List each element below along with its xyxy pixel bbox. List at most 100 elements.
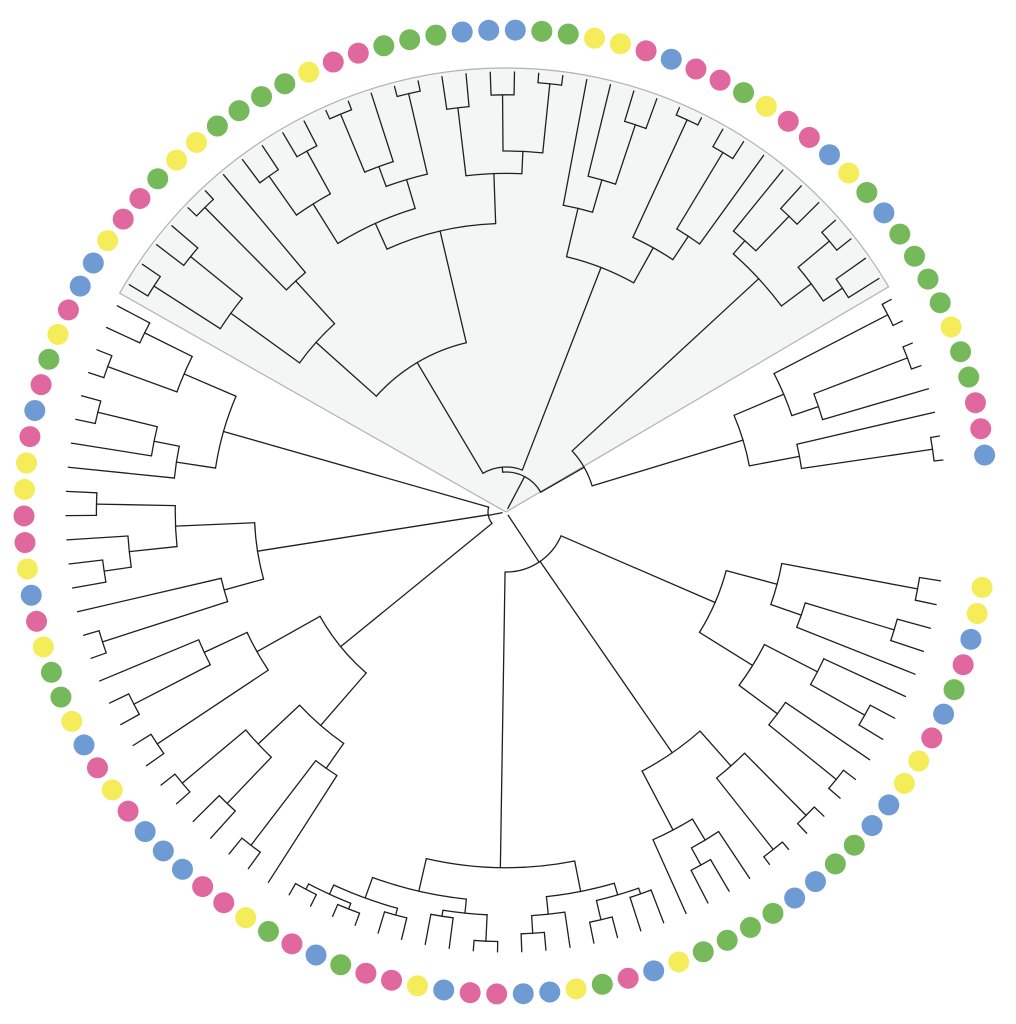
leaf-branch [141, 263, 161, 278]
internal-branch [755, 215, 790, 252]
leaf-branch [543, 931, 547, 951]
internal-branch [256, 514, 489, 552]
internal-branch [457, 107, 467, 177]
leaf-branch [914, 599, 937, 606]
leaf-branch [645, 98, 658, 130]
leaf-marker-green [739, 916, 761, 938]
leaf-marker-green [591, 973, 613, 995]
leaf-marker-green [904, 245, 926, 267]
clade-arc [386, 222, 497, 250]
clade-arc [502, 471, 542, 493]
internal-branch [791, 405, 820, 417]
internal-branch [545, 895, 549, 915]
leaf-branch [902, 342, 913, 348]
leaf-branch [192, 794, 220, 823]
clade-arc [641, 730, 701, 772]
leaf-branch [918, 576, 942, 582]
leaf-branch [303, 120, 318, 147]
internal-branch [394, 907, 399, 916]
leaf-marker-green [274, 73, 296, 95]
leaf-marker-yellow [565, 978, 587, 1000]
internal-branch [306, 150, 332, 195]
leaf-branch [828, 787, 841, 799]
clade-arc [174, 773, 191, 793]
leaf-marker-green [950, 341, 972, 363]
leaf-branch [520, 933, 523, 953]
leaf-marker-pink [86, 757, 108, 779]
leaf-branch [629, 896, 642, 932]
internal-branch [493, 172, 497, 225]
leaf-branch [67, 466, 176, 479]
clade-arc [176, 355, 193, 393]
leaf-branch [70, 442, 153, 457]
leaf-branch [489, 71, 492, 96]
leaf-marker-green [425, 24, 447, 46]
internal-branch [378, 165, 387, 188]
internal-branch [153, 285, 221, 330]
leaf-branch [417, 80, 421, 92]
clade-arc [128, 693, 140, 716]
clade-arc [595, 887, 640, 902]
internal-branch [485, 914, 488, 942]
leaf-marker-pink [281, 933, 303, 955]
internal-branch [339, 113, 366, 173]
leaf-branch [120, 713, 140, 726]
internal-branch [507, 514, 540, 563]
leaf-marker-pink [26, 610, 48, 632]
leaf-branch [781, 841, 790, 850]
leaf-marker-yellow [235, 907, 257, 929]
internal-branch [768, 724, 837, 781]
leaf-marker-pink [952, 654, 974, 676]
internal-branch [312, 203, 339, 245]
leaf-branch [267, 774, 338, 883]
leaf-branch [675, 106, 681, 116]
leaf-marker-pink [213, 892, 235, 914]
internal-branch [591, 179, 603, 213]
leaf-marker-green [716, 929, 738, 951]
clade-arc [690, 830, 720, 849]
leaf-marker-blue [660, 48, 682, 70]
leaf-branch [709, 858, 730, 892]
clade-arc [425, 857, 576, 869]
leaf-marker-blue [433, 979, 455, 1001]
leaf-marker-pink [322, 51, 344, 73]
clade-arc [375, 342, 467, 397]
leaf-branch [247, 851, 261, 870]
internal-branch [101, 600, 229, 643]
leaf-branch [424, 913, 432, 946]
leaf-marker-yellow [583, 27, 605, 49]
leaf-marker-blue [804, 871, 826, 893]
leaf-branch [892, 320, 904, 327]
leaf-marker-blue [873, 202, 895, 224]
internal-branch [637, 887, 642, 895]
leaf-branch [66, 535, 129, 541]
internal-branch [295, 280, 336, 325]
leaf-branch [929, 435, 941, 439]
leaf-marker-blue [82, 252, 104, 274]
leaf-branch [842, 769, 857, 781]
internal-branch [103, 566, 132, 572]
internal-branch [189, 255, 243, 300]
internal-branch [738, 684, 779, 715]
clade-arc [150, 733, 165, 755]
internal-branch [733, 393, 785, 416]
leaf-branch [393, 85, 398, 98]
internal-branch [595, 899, 602, 921]
clade-arc [319, 615, 367, 674]
leaf-marker-green [943, 679, 965, 701]
leaf-branch [145, 752, 165, 767]
leaf-branch [377, 911, 386, 934]
leaf-marker-pink [617, 967, 639, 989]
leaf-marker-yellow [609, 33, 631, 55]
leaf-marker-blue [20, 584, 42, 606]
internal-branch [672, 235, 689, 261]
internal-branch [328, 884, 335, 895]
internal-branch [416, 361, 484, 474]
leaf-marker-green [692, 941, 714, 963]
leaf-branch [370, 92, 394, 163]
leaf-color-markers [13, 19, 996, 1005]
clade-arc [315, 759, 338, 777]
leaf-marker-pink [709, 69, 731, 91]
leaf-branch [309, 893, 317, 907]
internal-branch [574, 860, 582, 893]
